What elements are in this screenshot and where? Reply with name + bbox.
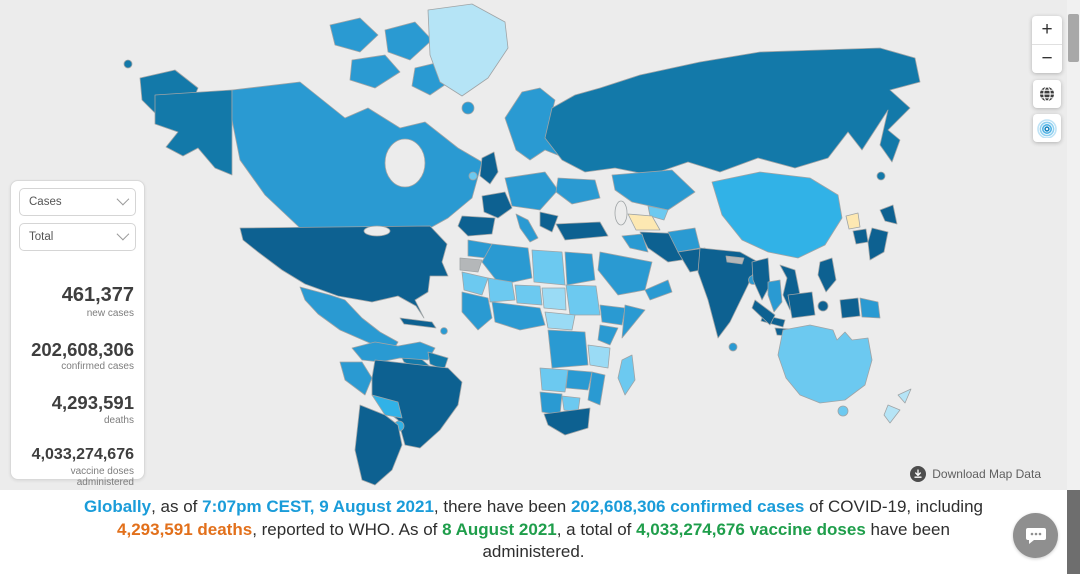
aggregation-select-value: Total xyxy=(29,231,54,243)
zoom-out-button[interactable]: − xyxy=(1041,48,1053,69)
stat-label: confirmed cases xyxy=(61,361,134,373)
deaths-figure: 4,293,591 deaths xyxy=(117,519,253,539)
chat-widget-button[interactable] xyxy=(1013,513,1058,558)
heatmap-layer-button[interactable] xyxy=(1033,114,1061,142)
vaccine-date: 8 August 2021 xyxy=(442,519,557,539)
chat-bubble-icon xyxy=(1025,527,1046,544)
global-summary-text: Globally, as of 7:07pm CEST, 9 August 20… xyxy=(84,496,984,564)
scrollbar-thumb[interactable] xyxy=(1068,14,1079,62)
stat-vaccine-doses: 4,033,274,676 vaccine doses administered xyxy=(19,445,134,488)
confirmed-cases-figure: 202,608,306 confirmed cases xyxy=(570,497,805,516)
divider xyxy=(1032,44,1062,45)
continent-oceania xyxy=(777,324,912,424)
continent-south-america xyxy=(339,341,463,486)
download-label: Download Map Data xyxy=(932,467,1041,481)
stat-label: deaths xyxy=(103,414,134,426)
map-zoom-control: + − xyxy=(1032,16,1062,73)
concentric-circles-icon xyxy=(1037,119,1057,138)
date-updated: 7:07pm CEST, 9 August 2021 xyxy=(202,497,434,516)
scrollbar-bottom-section xyxy=(1067,490,1080,574)
stat-label: new cases xyxy=(86,308,134,319)
stat-value: 4,033,274,676 xyxy=(31,445,134,463)
footer: Globally, as of 7:07pm CEST, 9 August 20… xyxy=(0,490,1067,574)
metric-select-value: Cases xyxy=(29,196,62,208)
stat-value: 202,608,306 xyxy=(31,339,134,360)
stat-confirmed-cases: 202,608,306 confirmed cases xyxy=(19,339,134,373)
vaccine-doses-figure: 4,033,274,676 vaccine doses xyxy=(636,519,866,539)
stat-value: 461,377 xyxy=(61,284,134,306)
continent-europe xyxy=(457,87,609,243)
continent-north-america xyxy=(123,3,509,375)
stat-value: 4,293,591 xyxy=(51,392,134,414)
download-icon xyxy=(910,466,927,482)
text: , a total of xyxy=(556,519,637,539)
scrollbar[interactable] xyxy=(1067,0,1080,574)
aggregation-select[interactable]: Total xyxy=(19,223,136,251)
continent-africa xyxy=(459,239,646,436)
globe-view-button[interactable] xyxy=(1033,80,1061,108)
zoom-in-button[interactable]: + xyxy=(1041,19,1053,40)
stats-panel: Cases Total 461,377 new cases 202,608,30… xyxy=(10,180,145,488)
text: of COVID-19, including xyxy=(804,497,983,516)
text: , reported to WHO. As of xyxy=(252,519,443,539)
metric-select[interactable]: Cases xyxy=(19,188,136,216)
stat-new-cases: 461,377 new cases xyxy=(19,284,134,320)
text: , there have been xyxy=(433,497,571,516)
link-globally[interactable]: Globally xyxy=(84,497,152,516)
continent-asia xyxy=(544,47,921,352)
chevron-down-icon xyxy=(116,227,130,241)
stat-deaths: 4,293,591 deaths xyxy=(19,392,134,426)
text: have been administered. xyxy=(482,519,950,562)
chevron-down-icon xyxy=(116,192,130,206)
stat-list: 461,377 new cases 202,608,306 confirmed … xyxy=(19,285,136,488)
globe-icon xyxy=(1040,86,1054,102)
stat-label: vaccine doses administered xyxy=(70,465,134,488)
world-map[interactable]: Download Map Data xyxy=(0,0,1067,490)
text: , as of xyxy=(151,497,203,516)
download-map-data-button[interactable]: Download Map Data xyxy=(910,466,1041,482)
